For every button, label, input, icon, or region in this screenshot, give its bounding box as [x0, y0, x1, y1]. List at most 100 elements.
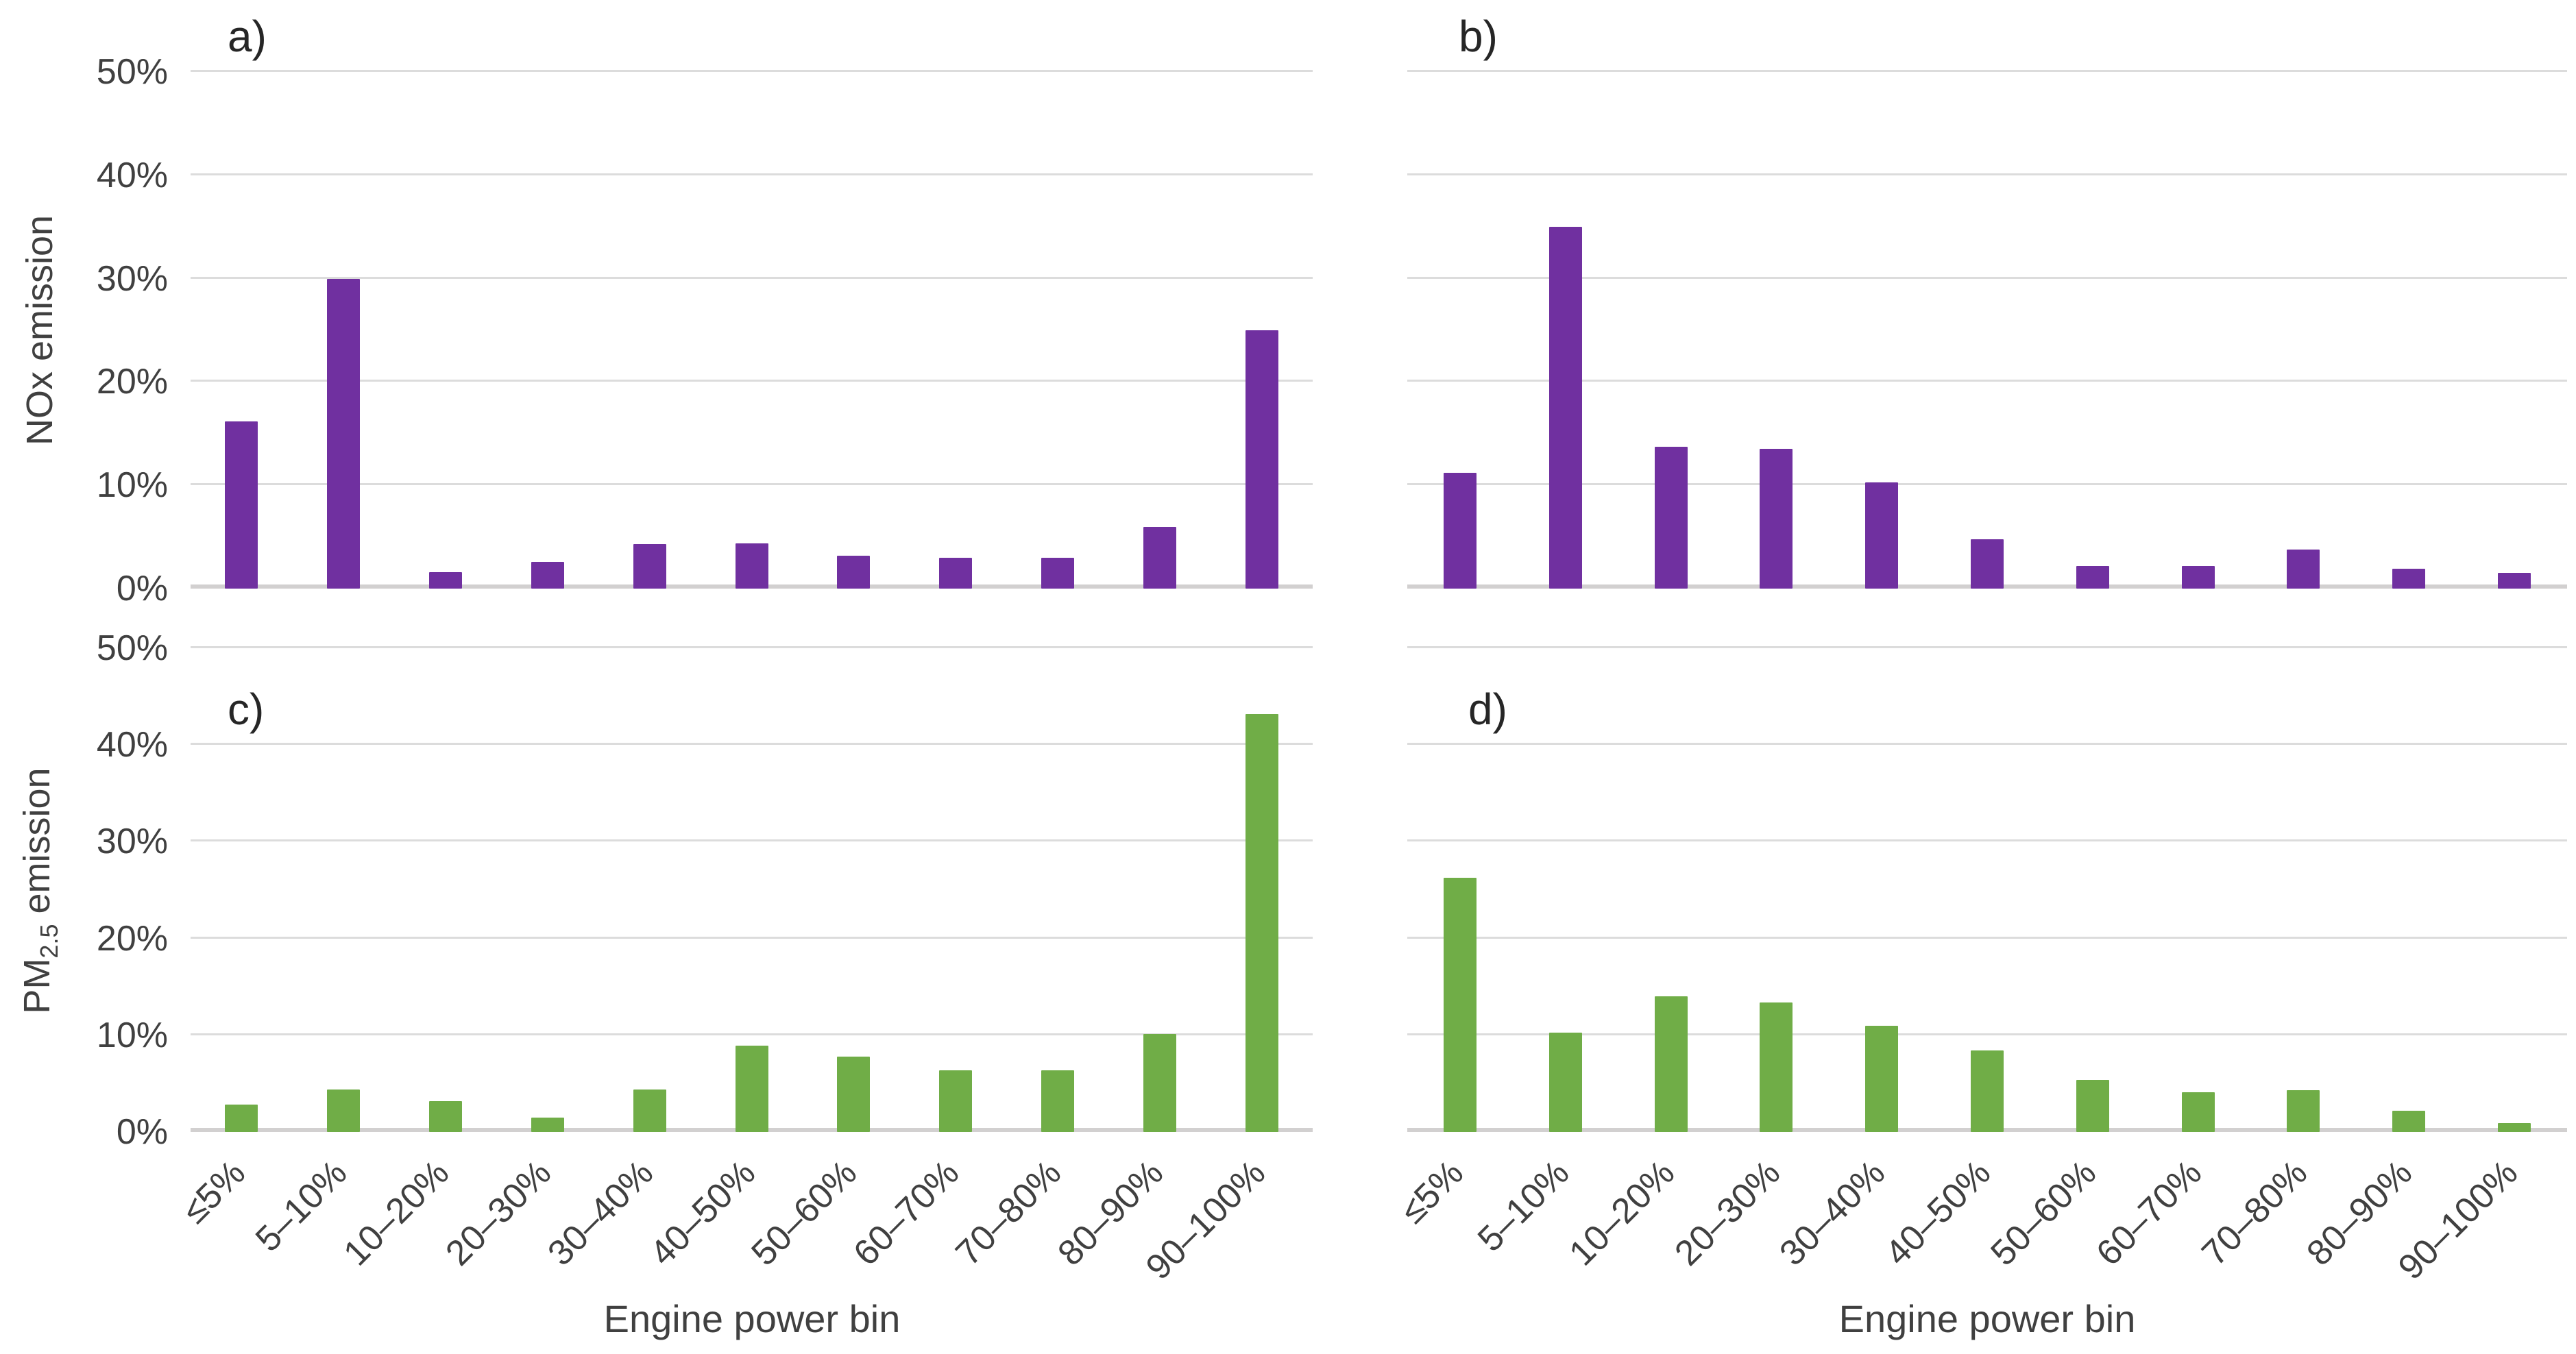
- gridline-20: [191, 380, 1313, 382]
- x-tick-label: 20–30%: [438, 1153, 559, 1274]
- gridline-30: [1407, 276, 2567, 279]
- bar: [2498, 573, 2531, 589]
- gridline-20: [1407, 380, 2567, 382]
- bar: [1760, 449, 1793, 589]
- bar: [2392, 569, 2426, 589]
- bar: [531, 561, 564, 589]
- bar: [2498, 1123, 2531, 1132]
- panel-label-a: a): [228, 12, 267, 61]
- bar: [2392, 1110, 2426, 1132]
- y-tick-label: 40%: [96, 155, 168, 195]
- x-tick-label: ≤5%: [174, 1153, 253, 1231]
- bar: [2287, 1090, 2320, 1132]
- plot-panel-b: [1407, 70, 2567, 589]
- bar: [837, 555, 871, 589]
- x-tick-label: 10–20%: [336, 1153, 457, 1274]
- plot-panel-c: [191, 646, 1313, 1132]
- bar: [1654, 447, 1688, 589]
- gridline-50: [191, 646, 1313, 648]
- bar: [939, 557, 973, 589]
- bar: [735, 543, 768, 589]
- bar: [2076, 1079, 2109, 1132]
- bar: [1548, 1032, 1582, 1132]
- x-tick-label: 40–50%: [642, 1153, 764, 1274]
- gridline-40: [191, 743, 1313, 746]
- gridline-50: [1407, 70, 2567, 72]
- bar: [633, 544, 666, 589]
- y-tick-label: 50%: [96, 52, 168, 92]
- bar: [1245, 714, 1278, 1132]
- y-tick-label: 10%: [96, 465, 168, 506]
- plot-panel-a: [191, 70, 1313, 589]
- gridline-30: [191, 276, 1313, 279]
- bar: [327, 278, 361, 589]
- bar: [225, 421, 258, 589]
- bar: [837, 1056, 871, 1132]
- y-axis-title-nox: NOx emission: [19, 214, 60, 446]
- bar: [429, 571, 463, 589]
- bar: [1143, 526, 1176, 589]
- bar: [1443, 877, 1477, 1132]
- bar: [1971, 1050, 2004, 1132]
- gridline-30: [1407, 839, 2567, 842]
- bar: [2181, 565, 2215, 589]
- gridline-10: [1407, 1033, 2567, 1035]
- gridline-50: [191, 70, 1313, 72]
- y-tick-label: 50%: [96, 628, 168, 668]
- panel-label-b: b): [1459, 12, 1498, 61]
- gridline-20: [1407, 936, 2567, 939]
- gridline-40: [1407, 743, 2567, 746]
- x-tick-label: 70–80%: [948, 1153, 1069, 1274]
- bar: [1143, 1034, 1176, 1132]
- bar: [2287, 549, 2320, 589]
- x-tick-label: 20–30%: [1666, 1153, 1788, 1274]
- x-tick-label: 70–80%: [2194, 1153, 2315, 1274]
- bar: [2181, 1092, 2215, 1132]
- y-tick-label: 10%: [96, 1015, 168, 1055]
- x-tick-label: ≤5%: [1393, 1153, 1472, 1231]
- gridline-50: [1407, 646, 2567, 648]
- panel-label-d: d): [1468, 685, 1507, 734]
- bar: [1865, 1025, 1899, 1132]
- x-tick-label: 30–40%: [1772, 1153, 1893, 1274]
- x-axis-title-right: Engine power bin: [1838, 1297, 2136, 1340]
- bar: [1654, 996, 1688, 1132]
- bar: [1443, 473, 1477, 589]
- y-axis-title-pm25: PM2.5 emission: [16, 767, 64, 1013]
- bar: [1245, 330, 1278, 589]
- y-tick-label: 30%: [96, 258, 168, 299]
- x-axis-title-left: Engine power bin: [603, 1297, 901, 1340]
- x-tick-label: 60–70%: [846, 1153, 967, 1274]
- y-tick-label: 30%: [96, 822, 168, 862]
- y-tick-label: 0%: [116, 1112, 168, 1152]
- bar: [327, 1089, 361, 1132]
- bar: [2076, 565, 2109, 589]
- y-tick-label: 0%: [116, 569, 168, 608]
- bar: [1760, 1002, 1793, 1132]
- plot-panel-d: [1407, 646, 2567, 1132]
- bar: [1041, 557, 1074, 589]
- x-tick-label: 5–10%: [1470, 1153, 1577, 1260]
- gridline-40: [1407, 173, 2567, 175]
- gridline-30: [191, 839, 1313, 842]
- bar: [1041, 1070, 1074, 1132]
- x-tick-label: 60–70%: [2089, 1153, 2210, 1274]
- y-tick-label: 20%: [96, 362, 168, 402]
- x-tick-label: 30–40%: [540, 1153, 661, 1274]
- bar: [531, 1117, 564, 1132]
- bar: [1865, 482, 1899, 589]
- pm-prefix: PM: [16, 958, 58, 1014]
- gridline-10: [191, 483, 1313, 486]
- y-tick-label: 40%: [96, 725, 168, 765]
- bar: [429, 1100, 463, 1132]
- bar: [939, 1070, 973, 1132]
- x-tick-label: 10–20%: [1562, 1153, 1683, 1274]
- x-tick-label: 50–60%: [744, 1153, 865, 1274]
- x-tick-label: 50–60%: [1983, 1153, 2104, 1274]
- x-tick-label: 40–50%: [1878, 1153, 1999, 1274]
- gridline-40: [191, 173, 1313, 175]
- y-tick-label: 20%: [96, 918, 168, 959]
- panel-label-c: c): [228, 685, 265, 734]
- bar: [633, 1089, 666, 1132]
